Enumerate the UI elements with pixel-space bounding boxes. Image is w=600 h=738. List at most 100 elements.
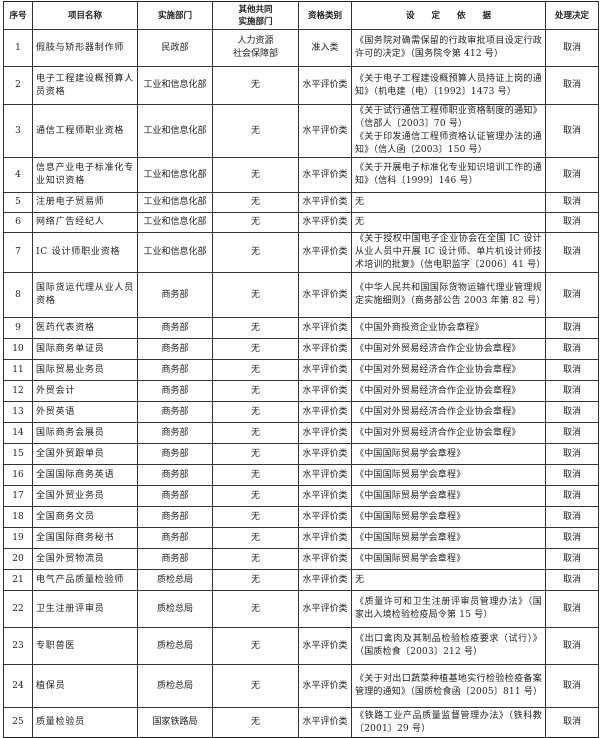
basis-text: 《关于对出口蔬菜种植基地实行检验检疫备案管理的通知》（国质检食函〔2005〕81…	[355, 674, 543, 697]
dept-text: 工业和信息化部	[143, 247, 207, 257]
index-text: 15	[12, 448, 24, 459]
cell-dept: 质检总局	[137, 664, 213, 708]
dept-text: 商务部	[161, 490, 189, 501]
index-text: 20	[12, 553, 24, 564]
cell-index: 12	[3, 380, 33, 402]
cell-decision: 取消	[545, 464, 599, 486]
header-co-dept: 其他共同 实施部门	[212, 1, 299, 30]
category-text: 水平评价类	[302, 427, 348, 438]
cell-dept: 质检总局	[137, 627, 213, 665]
name-text: 全国国际商务秘书	[36, 532, 115, 543]
qualification-table: 序号 项目名称 实施部门 其他共同 实施部门 资格类别 设 定 依 据 处理决定 …	[3, 1, 599, 738]
cell-index: 14	[3, 422, 33, 444]
cell-decision: 取消	[545, 664, 599, 708]
index-text: 1	[15, 42, 21, 53]
cell-name: IC 设计师职业资格	[32, 232, 138, 273]
cell-co-dept: 无	[212, 485, 299, 507]
table-row: 7 IC 设计师职业资格 工业和信息化部 无 水平评价类 《关于授权中国电子企业协会在全国…	[3, 232, 599, 273]
co-dept-text: 无	[250, 427, 260, 438]
category-text: 水平评价类	[302, 197, 348, 207]
basis-text: 《中国对外贸易经济合作企业协会章程》	[355, 364, 521, 375]
index-text: 4	[15, 169, 21, 180]
table-row: 1 假肢与矫形器制作师 民政部 人力资源 社会保障部 准入类 《国务院对确需保留的行政审批项…	[3, 29, 599, 67]
cell-decision: 取消	[545, 380, 599, 402]
dept-text: 商务部	[161, 343, 189, 354]
cell-basis: 无	[351, 569, 546, 591]
co-dept-text: 无	[250, 574, 260, 585]
cell-dept: 工业和信息化部	[137, 192, 213, 213]
cell-co-dept: 无	[212, 380, 299, 402]
name-text: 全国外贸业务员	[36, 490, 105, 501]
cell-name: 全国商务文员	[32, 506, 138, 528]
cell-name: 全国国际商务英语	[32, 464, 138, 486]
basis-text: 《中国国际贸易学会章程》	[355, 553, 466, 564]
cell-co-dept: 无	[212, 66, 299, 105]
cell-index: 1	[3, 29, 33, 67]
cell-index: 19	[3, 527, 33, 549]
cell-decision: 取消	[545, 627, 599, 665]
cell-basis: 《中国国际贸易学会章程》	[351, 506, 546, 528]
cell-decision: 取消	[545, 232, 599, 273]
cell-co-dept: 无	[212, 527, 299, 549]
cell-decision: 取消	[545, 192, 599, 213]
table-row: 2 电子工程建设概预算人员资格 工业和信息化部 无 水平评价类 《关于电子工程建设概预算人…	[3, 66, 599, 105]
basis-text: 《质量许可和卫生注册评审员管理办法》（国家出入境检验检疫局令第 15 号）	[355, 597, 542, 620]
category-text: 水平评价类	[302, 680, 348, 691]
co-dept-text: 社会保障部	[232, 49, 278, 59]
cell-index: 7	[3, 232, 33, 273]
cell-decision: 取消	[545, 104, 599, 158]
cell-index: 20	[3, 548, 33, 570]
cell-co-dept: 无	[212, 464, 299, 486]
name-text: 国际商务单证员	[36, 343, 105, 354]
cell-category: 水平评价类	[298, 212, 352, 233]
cell-category: 水平评价类	[298, 338, 352, 360]
cell-name: 注册电子贸易师	[32, 192, 138, 213]
index-text: 12	[12, 385, 24, 396]
name-text: 电子工程建设概预算人员资格	[36, 73, 135, 97]
cell-basis: 无	[351, 192, 546, 213]
co-dept-text: 无	[250, 197, 260, 207]
cell-decision: 取消	[545, 212, 599, 233]
cell-decision: 取消	[545, 590, 599, 628]
cell-category: 水平评价类	[298, 272, 352, 318]
dept-text: 民政部	[161, 42, 189, 53]
cell-co-dept: 无	[212, 212, 299, 233]
cell-name: 全国外贸业务员	[32, 485, 138, 507]
index-text: 17	[12, 490, 24, 501]
basis-text: 《关于试行通信工程师职业资格制度的通知》（信部人〔2003〕70 号）	[355, 106, 542, 129]
cell-dept: 商务部	[137, 359, 213, 381]
basis-text: 无	[355, 574, 365, 585]
dept-text: 商务部	[161, 511, 189, 522]
index-text: 10	[12, 343, 24, 354]
dept-text: 商务部	[161, 427, 189, 438]
co-dept-text: 无	[250, 364, 260, 375]
decision-text: 取消	[562, 289, 581, 300]
cell-name: 国际货运代理从业人员资格	[32, 272, 138, 318]
dept-text: 商务部	[161, 364, 189, 375]
cell-basis: 《中国国际贸易学会章程》	[351, 548, 546, 570]
table-row: 12 外贸会计 商务部 无 水平评价类 《中国对外贸易经济合作企业协会章程》 取消	[3, 380, 599, 402]
table-row: 18 全国商务文员 商务部 无 水平评价类 《中国国际贸易学会章程》 取消	[3, 506, 599, 528]
dept-text: 商务部	[161, 448, 189, 459]
table-row: 16 全国国际商务英语 商务部 无 水平评价类 《中国国际贸易学会章程》 取消	[3, 464, 599, 486]
cell-basis: 《中国对外贸易经济合作企业协会章程》	[351, 359, 546, 381]
cell-dept: 商务部	[137, 464, 213, 486]
cell-name: 全国外贸跟单员	[32, 443, 138, 465]
dept-text: 商务部	[161, 553, 189, 564]
cell-name: 国际贸易业务员	[32, 359, 138, 381]
decision-text: 取消	[562, 553, 581, 564]
co-dept-text: 无	[250, 247, 260, 257]
basis-text: 《中国国际贸易学会章程》	[355, 490, 466, 501]
cell-name: 国际商务单证员	[32, 338, 138, 360]
index-text: 25	[12, 717, 24, 727]
dept-text: 商务部	[161, 469, 189, 480]
co-dept-text: 无	[250, 532, 260, 543]
cell-co-dept: 无	[212, 401, 299, 423]
cell-category: 水平评价类	[298, 707, 352, 738]
category-text: 水平评价类	[302, 511, 348, 522]
header-basis: 设 定 依 据	[351, 1, 546, 30]
decision-text: 取消	[562, 640, 581, 651]
name-text: 卫生注册评审员	[36, 603, 105, 614]
index-text: 21	[12, 574, 24, 585]
cell-category: 水平评价类	[298, 401, 352, 423]
